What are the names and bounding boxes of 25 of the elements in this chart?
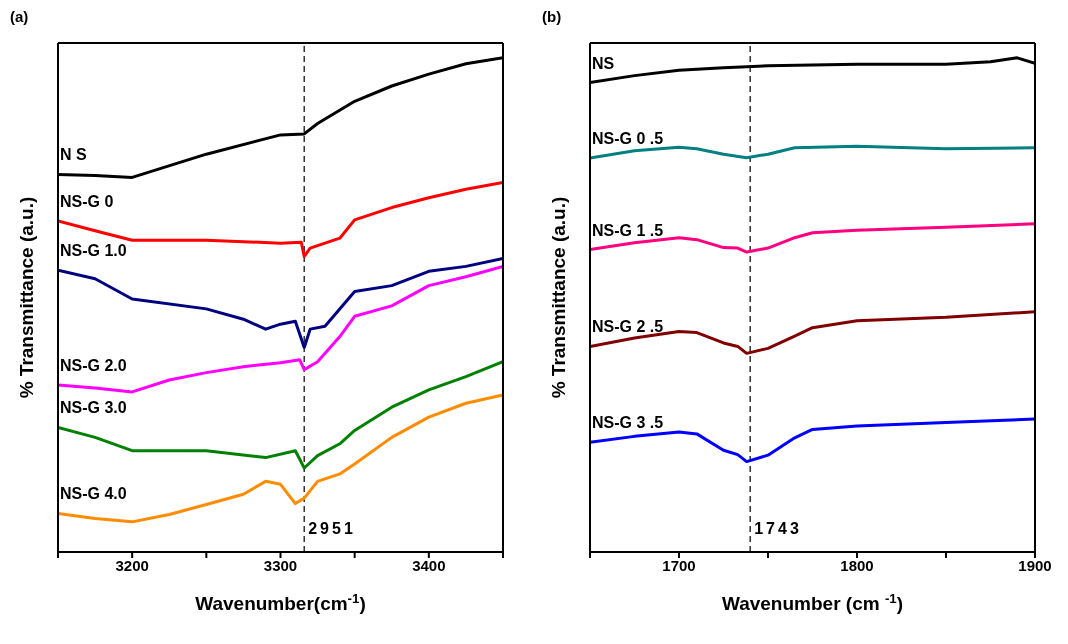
series-label: NS-G 0 .5 xyxy=(592,130,664,148)
series-label: NS-G 1.0 xyxy=(60,242,127,260)
y-axis-title: % Transmittance (a.u.) xyxy=(15,196,37,399)
x-tick-label: 1900 xyxy=(1018,556,1052,574)
series-label: NS-G 2.0 xyxy=(60,356,127,374)
x-tick-label: 3200 xyxy=(115,556,149,574)
x-tick-label: 3400 xyxy=(412,556,446,574)
series-label: N S xyxy=(60,146,87,164)
series-label: NS-G 1 .5 xyxy=(592,221,664,239)
series-label: NS-G 0 xyxy=(60,192,114,210)
series-label: NS-G 2 .5 xyxy=(592,318,664,336)
x-tick-label: 3300 xyxy=(263,556,298,574)
series-label: NS-G 4.0 xyxy=(60,485,127,503)
x-axis-title: Wavenumber (cm $^{-1}$) xyxy=(721,590,904,614)
series-label: NS-G 3.0 xyxy=(60,399,127,417)
x-tick-label: 1800 xyxy=(840,556,874,574)
x-axis-title: Wavenumber(cm$^{-1}$) xyxy=(195,590,366,614)
chart-title: (a) xyxy=(9,8,30,27)
series-label: NS-G 3 .5 xyxy=(592,414,664,432)
series-label: NS xyxy=(592,54,615,72)
chart-title: (b) xyxy=(541,8,563,27)
y-axis-title: % Transmittance (a.u.) xyxy=(547,196,569,399)
annotation: 2951 xyxy=(308,520,356,537)
x-tick-label: 1700 xyxy=(662,556,696,574)
annotation: 1743 xyxy=(754,520,802,537)
